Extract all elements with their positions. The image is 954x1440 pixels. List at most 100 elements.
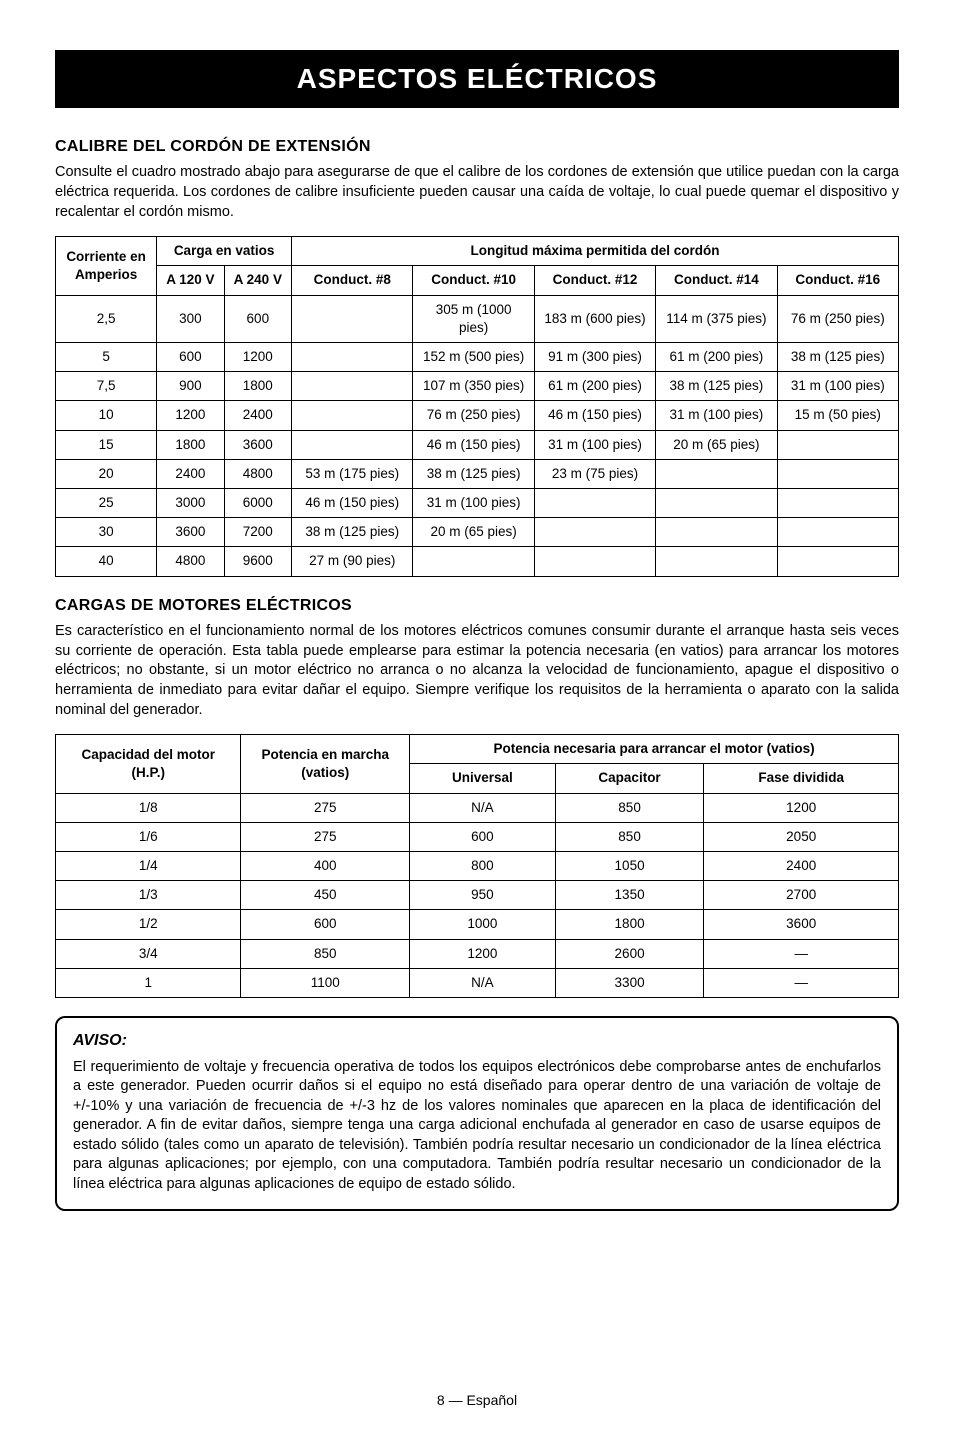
notice-box: AVISO: El requerimiento de voltaje y fre…: [55, 1016, 899, 1211]
notice-text: El requerimiento de voltaje y frecuencia…: [73, 1058, 881, 1195]
table-cell: 1/3: [56, 881, 241, 910]
table-cell: 850: [555, 822, 704, 851]
table-cell: 40: [56, 547, 157, 576]
th-c10: Conduct. #10: [413, 266, 534, 295]
table-cell: 3600: [224, 430, 291, 459]
table-cell: 1800: [224, 372, 291, 401]
table-cell: [534, 518, 655, 547]
table-cell: [413, 547, 534, 576]
table-cell: 38 m (125 pies): [292, 518, 413, 547]
table-cell: 4800: [157, 547, 224, 576]
table-cell: 2400: [157, 459, 224, 488]
table-cell: [292, 342, 413, 371]
section2-heading: CARGAS DE MOTORES ELÉCTRICOS: [55, 595, 899, 617]
table-cell: 1: [56, 968, 241, 997]
table-cell: 15: [56, 430, 157, 459]
table-cell: [656, 459, 777, 488]
table-row: 1/2600100018003600: [56, 910, 899, 939]
th-c12: Conduct. #12: [534, 266, 655, 295]
th-capacitor: Capacitor: [555, 764, 704, 793]
table-cell: 2400: [224, 401, 291, 430]
table-row: 253000600046 m (150 pies)31 m (100 pies): [56, 489, 899, 518]
table-cell: [292, 295, 413, 342]
th-split: Fase dividida: [704, 764, 899, 793]
table-cell: 38 m (125 pies): [413, 459, 534, 488]
th-load: Carga en vatios: [157, 237, 292, 266]
table-row: 11100N/A3300—: [56, 968, 899, 997]
notice-heading: AVISO:: [73, 1030, 881, 1052]
table-cell: 31 m (100 pies): [534, 430, 655, 459]
table-cell: 1200: [157, 401, 224, 430]
page-footer: 8 — Español: [55, 1391, 899, 1410]
table-cell: 1100: [241, 968, 410, 997]
table-row: 404800960027 m (90 pies): [56, 547, 899, 576]
table-cell: N/A: [410, 793, 556, 822]
table-cell: [777, 547, 898, 576]
table-row: 2,5300600305 m (1000 pies)183 m (600 pie…: [56, 295, 899, 342]
th-c16: Conduct. #16: [777, 266, 898, 295]
table-cell: 3/4: [56, 939, 241, 968]
table-cell: 3000: [157, 489, 224, 518]
table-cell: [292, 372, 413, 401]
table-cell: 1/2: [56, 910, 241, 939]
table-cell: —: [704, 968, 899, 997]
table-cell: 1800: [555, 910, 704, 939]
table-cell: 152 m (500 pies): [413, 342, 534, 371]
table-cell: 600: [410, 822, 556, 851]
table-row: 1/440080010502400: [56, 851, 899, 880]
cord-length-table: Corriente en Amperios Carga en vatios Lo…: [55, 236, 899, 577]
table-cell: 20 m (65 pies): [656, 430, 777, 459]
table-cell: 1800: [157, 430, 224, 459]
table-cell: 275: [241, 822, 410, 851]
table-cell: 53 m (175 pies): [292, 459, 413, 488]
table-cell: 850: [241, 939, 410, 968]
table-cell: 76 m (250 pies): [777, 295, 898, 342]
table-cell: 1050: [555, 851, 704, 880]
th-c14: Conduct. #14: [656, 266, 777, 295]
table-cell: [777, 518, 898, 547]
table-cell: 107 m (350 pies): [413, 372, 534, 401]
table-cell: 61 m (200 pies): [656, 342, 777, 371]
table-cell: 46 m (150 pies): [292, 489, 413, 518]
table-cell: 91 m (300 pies): [534, 342, 655, 371]
th-240v: A 240 V: [224, 266, 291, 295]
th-universal: Universal: [410, 764, 556, 793]
table-cell: 5: [56, 342, 157, 371]
table-cell: 46 m (150 pies): [534, 401, 655, 430]
table-cell: [656, 518, 777, 547]
table-cell: 31 m (100 pies): [656, 401, 777, 430]
th-run-top: Potencia en marcha: [261, 747, 389, 762]
table-cell: 275: [241, 793, 410, 822]
th-start: Potencia necesaria para arrancar el moto…: [410, 735, 899, 764]
table-cell: [292, 401, 413, 430]
table-row: 56001200152 m (500 pies)91 m (300 pies)6…: [56, 342, 899, 371]
table-cell: 9600: [224, 547, 291, 576]
table-cell: 2400: [704, 851, 899, 880]
table-cell: 1/8: [56, 793, 241, 822]
table-row: 1/8275N/A8501200: [56, 793, 899, 822]
table-cell: N/A: [410, 968, 556, 997]
th-run-bot: (vatios): [301, 765, 349, 780]
table-row: 303600720038 m (125 pies)20 m (65 pies): [56, 518, 899, 547]
table-cell: 600: [157, 342, 224, 371]
table-cell: 400: [241, 851, 410, 880]
table-cell: 600: [241, 910, 410, 939]
table-cell: 31 m (100 pies): [413, 489, 534, 518]
table-cell: 950: [410, 881, 556, 910]
table-cell: 76 m (250 pies): [413, 401, 534, 430]
page-title: ASPECTOS ELÉCTRICOS: [55, 50, 899, 108]
table-cell: [292, 430, 413, 459]
table-cell: 2700: [704, 881, 899, 910]
table-cell: 2,5: [56, 295, 157, 342]
table-cell: 800: [410, 851, 556, 880]
table-cell: 1/4: [56, 851, 241, 880]
th-run: Potencia en marcha (vatios): [241, 735, 410, 793]
table-cell: 300: [157, 295, 224, 342]
table-cell: [656, 547, 777, 576]
table-cell: 3600: [157, 518, 224, 547]
table-cell: 23 m (75 pies): [534, 459, 655, 488]
table-cell: 450: [241, 881, 410, 910]
th-hp-bot: (H.P.): [131, 765, 165, 780]
motor-load-table: Capacidad del motor (H.P.) Potencia en m…: [55, 734, 899, 998]
table-cell: 1200: [704, 793, 899, 822]
